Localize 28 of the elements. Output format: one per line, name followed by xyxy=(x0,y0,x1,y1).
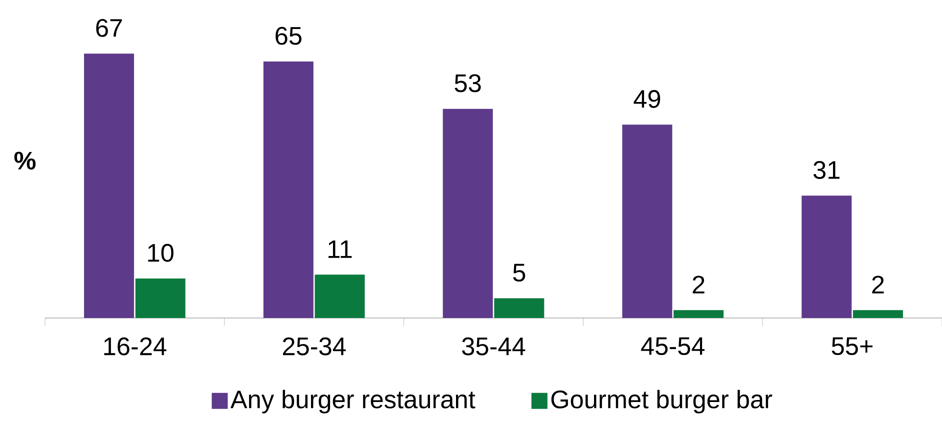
x-tick-label: 55+ xyxy=(832,337,873,356)
bar xyxy=(494,298,544,318)
data-label: 67 xyxy=(96,18,122,37)
data-label: 31 xyxy=(814,161,840,179)
y-axis-title: % xyxy=(14,152,36,170)
data-label: 49 xyxy=(634,90,660,108)
bar xyxy=(852,310,903,318)
data-label: 5 xyxy=(513,264,526,282)
data-label: 10 xyxy=(148,244,174,262)
data-label: 65 xyxy=(276,26,302,45)
bar xyxy=(802,196,852,318)
x-tick-label: 35-44 xyxy=(462,337,526,356)
bar xyxy=(442,108,493,318)
legend-label: Any burger restaurant xyxy=(230,390,476,414)
bar xyxy=(135,278,186,318)
bar xyxy=(263,62,314,318)
data-label: 11 xyxy=(328,240,352,258)
bar xyxy=(622,124,672,318)
x-tick-label: 16-24 xyxy=(104,337,166,356)
bar xyxy=(84,54,134,318)
bar xyxy=(314,274,365,318)
legend-label: Gourmet burger bar xyxy=(551,390,772,414)
x-tick-label: 25-34 xyxy=(282,337,346,356)
data-label: 53 xyxy=(454,74,481,92)
bar xyxy=(674,310,724,318)
data-label: 2 xyxy=(872,276,884,294)
data-label: 2 xyxy=(692,276,704,294)
x-tick-label: 45-54 xyxy=(641,337,705,356)
